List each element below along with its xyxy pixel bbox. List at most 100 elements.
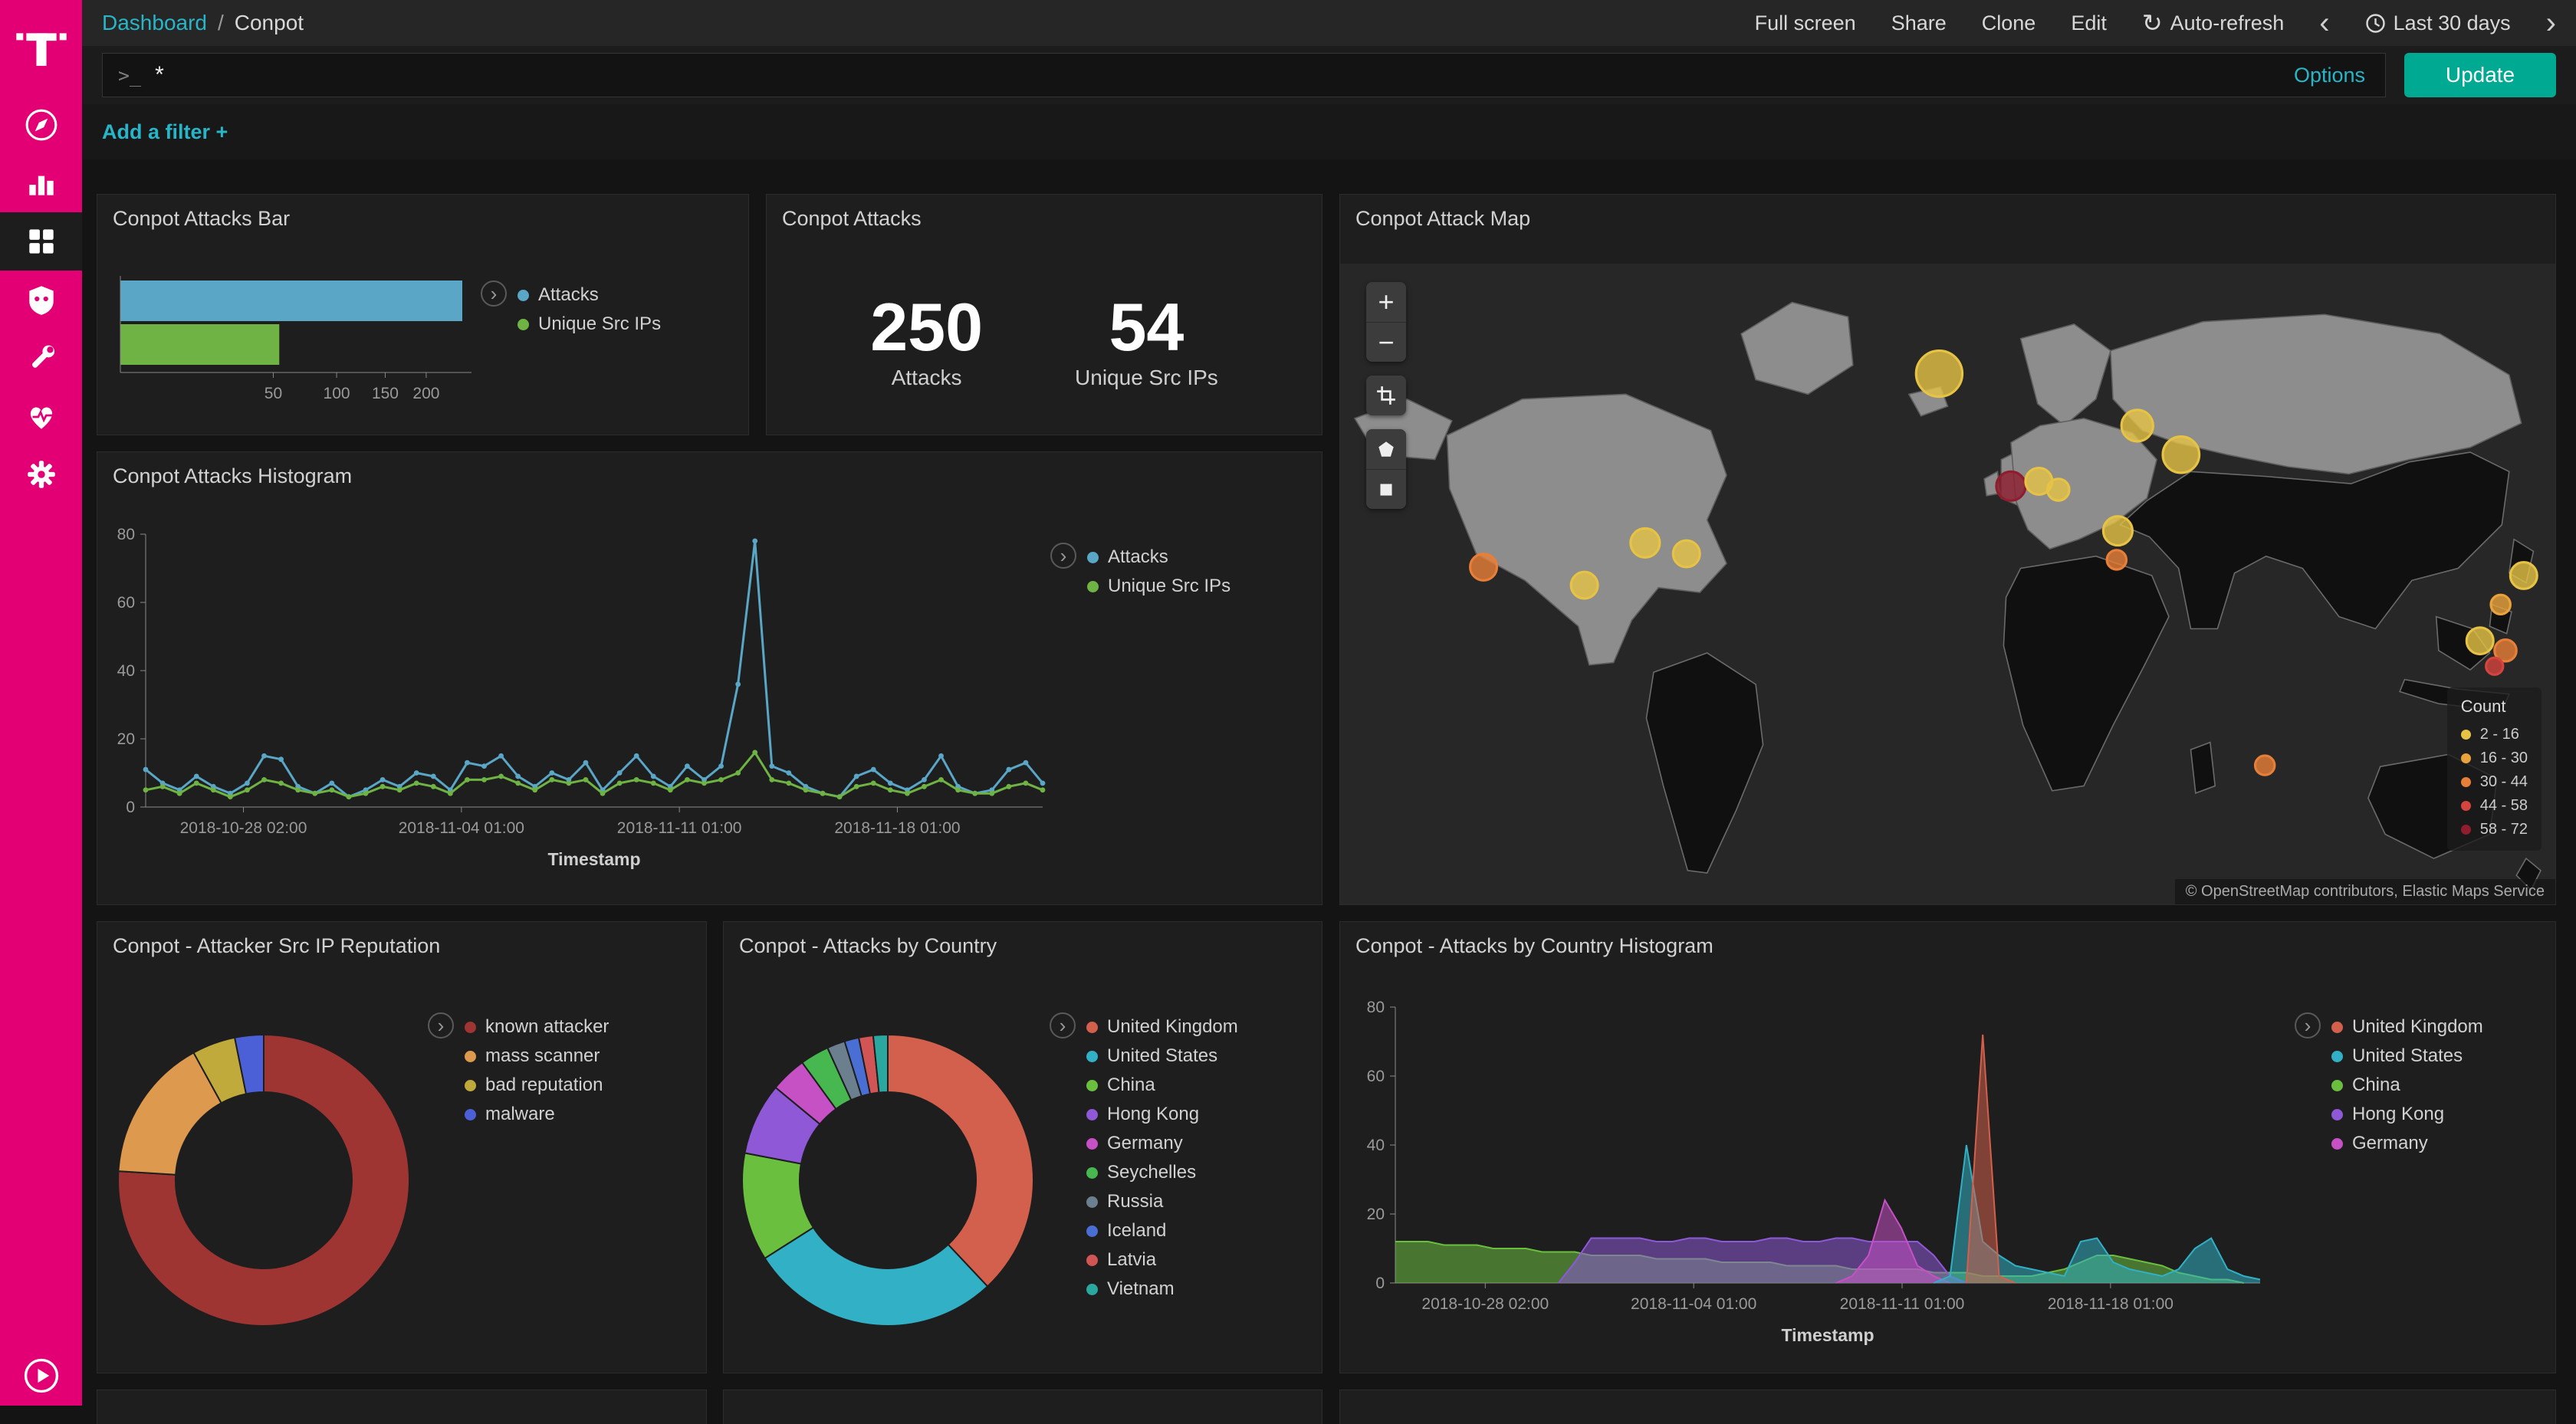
attack-map-point[interactable] [2485, 656, 2505, 676]
legend-label: mass scanner [485, 1045, 600, 1066]
donut-slice-vietnam[interactable] [872, 1033, 889, 1094]
legend-item-united-kingdom[interactable]: United Kingdom [2331, 1012, 2483, 1042]
legend-item-united-kingdom[interactable]: United Kingdom [1086, 1012, 1238, 1042]
sidebar-item-discover[interactable] [0, 96, 82, 154]
attack-map-point[interactable] [1671, 539, 1701, 569]
attack-map-point[interactable] [2509, 561, 2538, 590]
sidebar [0, 0, 82, 1406]
attack-map-point[interactable] [2045, 477, 2071, 502]
legend-toggle-icon[interactable]: › [428, 1012, 454, 1038]
auto-refresh-button[interactable]: ↻ Auto-refresh [2142, 8, 2284, 38]
attack-map-point[interactable] [2253, 754, 2276, 776]
legend-color-dot [2331, 1021, 2343, 1033]
legend-item-unique-src-ips[interactable]: Unique Src IPs [518, 310, 661, 339]
legend-item-united-states[interactable]: United States [2331, 1042, 2483, 1071]
sidebar-item-security[interactable] [0, 271, 82, 329]
attack-map[interactable]: + − [1340, 264, 2555, 904]
legend-toggle-icon[interactable]: › [2295, 1012, 2321, 1038]
legend-item-mass-scanner[interactable]: mass scanner [465, 1042, 609, 1071]
panel-conpot-attacker-src-ip-reputation: Conpot - Attacker Src IP Reputation › kn… [97, 921, 707, 1373]
sidebar-item-dashboard[interactable] [0, 212, 82, 271]
legend-item-vietnam[interactable]: Vietnam [1086, 1275, 1238, 1304]
draw-rectangle-button[interactable] [1366, 469, 1406, 509]
attack-map-point[interactable] [2489, 593, 2512, 616]
edit-button[interactable]: Edit [2071, 11, 2107, 34]
legend-item-latvia[interactable]: Latvia [1086, 1245, 1238, 1275]
legend-item-attacks[interactable]: Attacks [518, 281, 661, 310]
draw-polygon-button[interactable] [1366, 429, 1406, 469]
attack-map-point[interactable] [2465, 626, 2495, 656]
legend-label: China [2352, 1075, 2400, 1095]
src-ip-reputation-donut-chart[interactable] [97, 960, 708, 1374]
legend-color-dot [1086, 1254, 1098, 1266]
attack-map-points[interactable] [1469, 349, 2538, 776]
fit-data-bounds-button[interactable] [1366, 376, 1406, 415]
donut-slice-united-states[interactable] [764, 1226, 989, 1327]
legend-item-known-attacker[interactable]: known attacker [465, 1012, 609, 1042]
query-input[interactable] [155, 62, 2280, 88]
time-range-button[interactable]: Last 30 days [2365, 11, 2511, 35]
attack-map-point[interactable] [2161, 435, 2201, 474]
world-map[interactable] [1340, 264, 2555, 904]
donut-slice-known-attacker[interactable] [117, 1033, 411, 1327]
auto-refresh-label: Auto-refresh [2170, 11, 2285, 34]
map-legend-range: 58 - 72 [2479, 821, 2528, 838]
update-button[interactable]: Update [2404, 53, 2556, 97]
attack-map-point[interactable] [1569, 570, 1599, 600]
time-forward-button[interactable]: › [2545, 6, 2556, 40]
svg-text:2018-10-28 02:00: 2018-10-28 02:00 [180, 819, 307, 837]
attack-map-point[interactable] [1469, 552, 1499, 582]
zoom-in-button[interactable]: + [1366, 282, 1406, 322]
time-back-button[interactable]: ‹ [2319, 6, 2330, 40]
zoom-out-button[interactable]: − [1366, 322, 1406, 362]
legend-color-dot [465, 1079, 476, 1091]
attack-map-point[interactable] [2120, 408, 2154, 443]
attacks-histogram-chart[interactable]: 0 20 40 60 80 2018-10-28 02:00 2018-11-04 01:0… [97, 494, 1323, 901]
attack-map-point[interactable] [2105, 549, 2128, 571]
attack-map-point[interactable] [1995, 470, 2027, 502]
legend-item-united-states[interactable]: United States [1086, 1042, 1238, 1071]
map-legend-title: Count [2460, 697, 2506, 716]
attack-map-point[interactable] [1629, 527, 1661, 559]
legend-item-hong-kong[interactable]: Hong Kong [1086, 1100, 1238, 1129]
breadcrumb-separator: / [217, 11, 224, 34]
legend-item-seychelles[interactable]: Seychelles [1086, 1158, 1238, 1187]
attack-map-point[interactable] [2101, 515, 2134, 547]
legend-item-malware[interactable]: malware [465, 1100, 609, 1129]
legend-item-unique-src-ips[interactable]: Unique Src IPs [1087, 572, 1230, 601]
legend-item-attacks[interactable]: Attacks [1087, 543, 1230, 572]
legend-item-china[interactable]: China [2331, 1071, 2483, 1100]
breadcrumb-dashboard-link[interactable]: Dashboard [102, 11, 207, 34]
legend-toggle-icon[interactable]: › [1050, 1012, 1076, 1038]
legend-item-iceland[interactable]: Iceland [1086, 1216, 1238, 1245]
legend-toggle-icon[interactable]: › [1050, 543, 1076, 569]
clone-button[interactable]: Clone [1981, 11, 2036, 34]
svg-text:2018-11-18 01:00: 2018-11-18 01:00 [834, 819, 960, 837]
sidebar-item-management[interactable] [0, 445, 82, 504]
legend-item-hong-kong[interactable]: Hong Kong [2331, 1100, 2483, 1129]
donut-slice-malware[interactable] [233, 1033, 264, 1095]
attacks-by-country-donut-chart[interactable] [724, 960, 1323, 1374]
attacks-bar-chart[interactable]: 50 100 150 200 [110, 268, 501, 414]
legend-item-bad-reputation[interactable]: bad reputation [465, 1071, 609, 1100]
query-options-link[interactable]: Options [2293, 63, 2365, 87]
legend-item-germany[interactable]: Germany [2331, 1129, 2483, 1158]
legend-item-china[interactable]: China [1086, 1071, 1238, 1100]
full-screen-button[interactable]: Full screen [1754, 11, 1856, 34]
sidebar-item-monitoring[interactable] [0, 387, 82, 445]
attack-map-point[interactable] [2493, 638, 2518, 663]
attack-map-point[interactable] [1914, 349, 1964, 399]
legend-toggle-icon[interactable]: › [481, 281, 507, 307]
legend-item-russia[interactable]: Russia [1086, 1187, 1238, 1216]
sidebar-item-visualize[interactable] [0, 154, 82, 212]
legend-item-germany[interactable]: Germany [1086, 1129, 1238, 1158]
donut-slice-united-kingdom[interactable] [887, 1033, 1034, 1288]
breadcrumb-current: Conpot [234, 11, 304, 34]
legend-color-dot [1086, 1137, 1098, 1150]
telekom-logo[interactable] [0, 0, 82, 96]
attacks-by-country-histogram-chart[interactable]: 0 20 40 60 80 2018-10-28 02:00 2018-11-04 01:0… [1340, 964, 2557, 1370]
sidebar-item-devtools[interactable] [0, 329, 82, 387]
sidebar-item-collapse[interactable] [0, 1357, 82, 1395]
add-filter-link[interactable]: Add a filter + [102, 120, 228, 143]
share-button[interactable]: Share [1891, 11, 1947, 34]
